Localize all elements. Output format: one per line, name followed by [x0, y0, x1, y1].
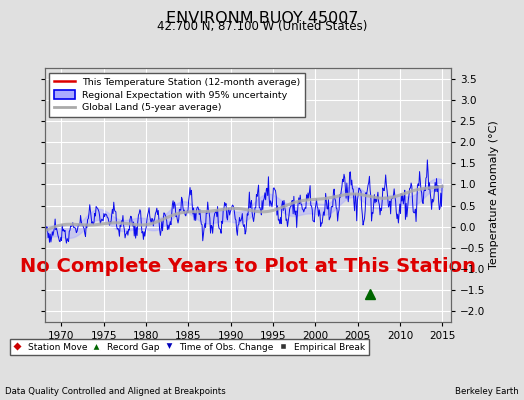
Legend: Station Move, Record Gap, Time of Obs. Change, Empirical Break: Station Move, Record Gap, Time of Obs. C… — [10, 339, 368, 356]
Text: 42.700 N, 87.100 W (United States): 42.700 N, 87.100 W (United States) — [157, 20, 367, 33]
Text: Berkeley Earth: Berkeley Earth — [455, 387, 519, 396]
Text: Data Quality Controlled and Aligned at Breakpoints: Data Quality Controlled and Aligned at B… — [5, 387, 226, 396]
Y-axis label: Temperature Anomaly (°C): Temperature Anomaly (°C) — [489, 121, 499, 269]
Text: No Complete Years to Plot at This Station: No Complete Years to Plot at This Statio… — [19, 257, 476, 276]
Legend: This Temperature Station (12-month average), Regional Expectation with 95% uncer: This Temperature Station (12-month avera… — [49, 73, 305, 117]
Text: ENVIRONM BUOY 45007: ENVIRONM BUOY 45007 — [166, 11, 358, 26]
